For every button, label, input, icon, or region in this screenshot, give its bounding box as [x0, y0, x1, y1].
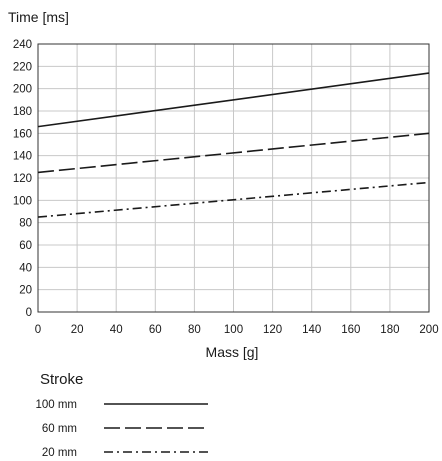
- y-tick-label: 60: [19, 240, 32, 252]
- x-tick-label: 60: [149, 324, 162, 336]
- y-tick-label: 20: [19, 285, 32, 297]
- y-tick-label: 160: [13, 128, 32, 140]
- y-tick-label: 240: [13, 39, 32, 51]
- x-axis-title: Mass [g]: [206, 344, 259, 360]
- legend-title: Stroke: [40, 371, 83, 388]
- y-tick-label: 200: [13, 84, 32, 96]
- x-tick-label: 0: [35, 324, 41, 336]
- legend-label: 100 mm: [35, 399, 77, 411]
- x-tick-label: 120: [263, 324, 282, 336]
- grid: [38, 44, 429, 312]
- y-tick-label: 180: [13, 106, 32, 118]
- series-line: [37, 181, 430, 218]
- y-tick-label: 120: [13, 173, 32, 185]
- series-lines: [37, 72, 430, 218]
- x-tick-labels: 0 20 40 60 80 100 120 140 160 180 200: [35, 324, 439, 336]
- x-tick-label: 180: [380, 324, 399, 336]
- x-tick-label: 100: [224, 324, 243, 336]
- x-tick-label: 20: [71, 324, 84, 336]
- series-line: [37, 132, 430, 174]
- legend-label: 20 mm: [42, 447, 77, 459]
- plot-area: [37, 43, 430, 313]
- y-tick-label: 40: [19, 262, 32, 274]
- x-tick-label: 200: [419, 324, 438, 336]
- y-tick-label: 80: [19, 218, 32, 230]
- x-tick-label: 80: [188, 324, 201, 336]
- x-tick-label: 160: [341, 324, 360, 336]
- y-axis-title: Time [ms]: [8, 9, 69, 25]
- y-tick-label: 220: [13, 61, 32, 73]
- series-line: [37, 72, 430, 128]
- y-tick-label: 140: [13, 151, 32, 163]
- y-tick-label: 0: [26, 307, 32, 319]
- y-tick-labels: 0 20 40 60 80 100 120 140 160 180 200 220 240: [13, 39, 32, 319]
- legend: 100 mm 60 mm 20 mm: [35, 399, 208, 459]
- x-tick-label: 140: [302, 324, 321, 336]
- legend-label: 60 mm: [42, 423, 77, 435]
- y-tick-label: 100: [13, 195, 32, 207]
- x-tick-label: 40: [110, 324, 123, 336]
